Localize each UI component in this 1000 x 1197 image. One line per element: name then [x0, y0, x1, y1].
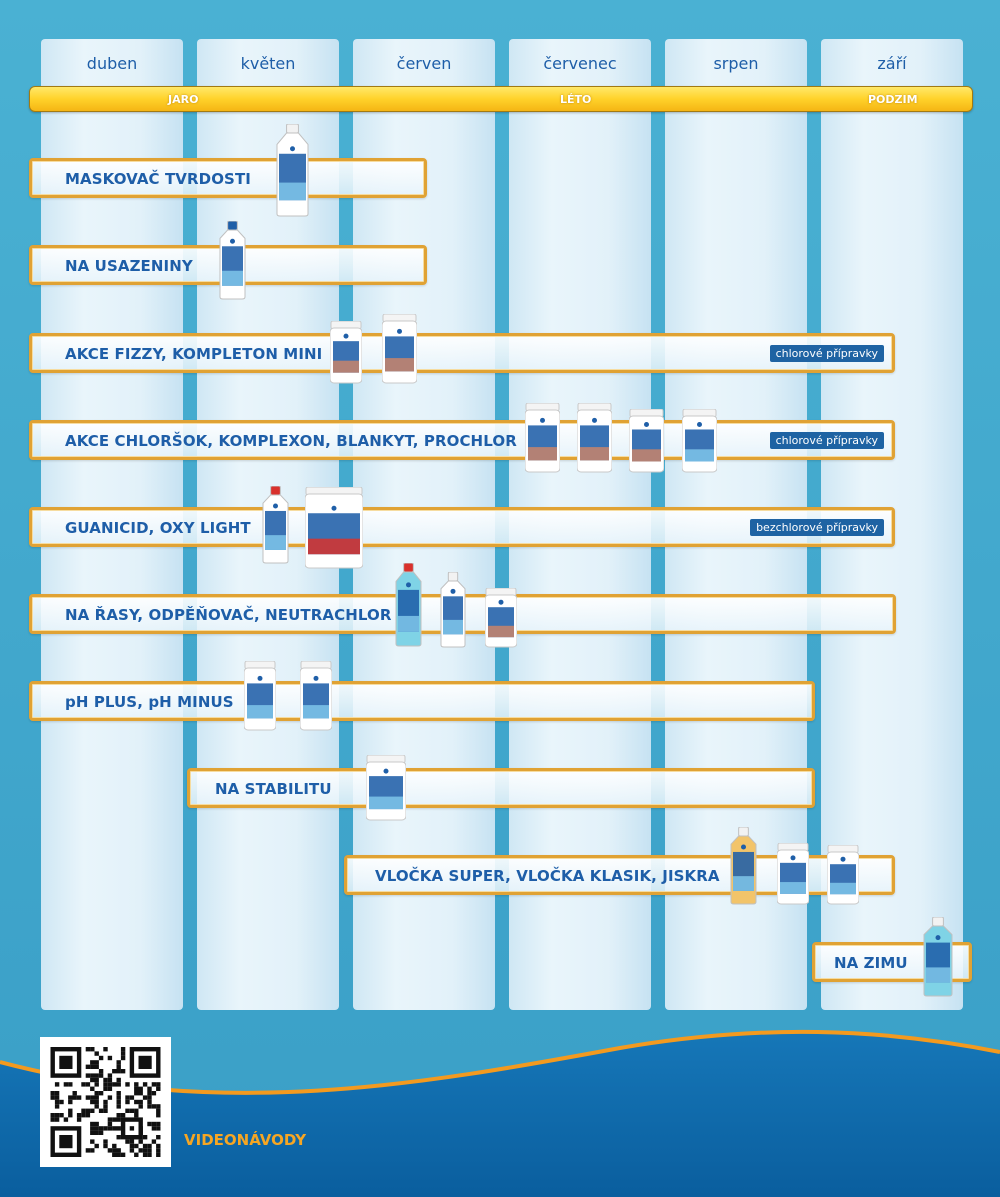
ph-minus-tub: [300, 661, 332, 731]
maskovac-bottle: [276, 124, 309, 217]
kompleton-tub: [382, 314, 417, 384]
treatment-row-fizzy: AKCE FIZZY, KOMPLETON MINI chlorové příp…: [29, 333, 895, 373]
na-rasy-bottle: [395, 563, 422, 647]
qr-code-image: [50, 1047, 161, 1157]
season-bar: JARO LÉTO PODZIM: [29, 86, 973, 112]
month-label: duben: [86, 54, 138, 73]
month-label: červenec: [543, 54, 617, 73]
fizzy-tub: [330, 321, 362, 384]
treatment-label: GUANICID, OXY LIGHT: [65, 519, 251, 537]
vlocka-super-bottle: [730, 827, 757, 905]
month-label: červen: [396, 54, 452, 73]
treatment-label: NA ZIMU: [834, 954, 908, 972]
videonavody-link[interactable]: VIDEONÁVODY: [184, 1131, 307, 1149]
guanicid-bottle: [262, 486, 289, 564]
jiskra-tub: [827, 845, 859, 905]
treatment-row-flocculant: VLOČKA SUPER, VLOČKA KLASIK, JISKRA: [344, 855, 895, 895]
treatment-row-stability: NA STABILITU: [187, 768, 815, 808]
usazeniny-bottle: [219, 221, 246, 300]
month-label: srpen: [713, 54, 759, 73]
blankyt-tub: [629, 409, 664, 473]
qr-code[interactable]: [40, 1037, 171, 1167]
odpenovac-bottle: [440, 572, 466, 648]
chlorine-free-badge: bezchlorové přípravky: [750, 519, 884, 536]
treatment-label: pH PLUS, pH MINUS: [65, 693, 234, 711]
season-label-summer: LÉTO: [560, 93, 592, 106]
treatment-label: NA USAZENINY: [65, 257, 193, 275]
oxy-light-canister: [305, 487, 363, 569]
komplexon-tub: [577, 403, 612, 473]
treatment-label: VLOČKA SUPER, VLOČKA KLASIK, JISKRA: [375, 867, 720, 885]
vlocka-klasik-tub: [777, 843, 809, 905]
treatment-label: MASKOVAČ TVRDOSTI: [65, 170, 251, 188]
treatment-label: AKCE CHLORŠOK, KOMPLEXON, BLANKYT, PROCH…: [65, 432, 517, 450]
treatment-label: AKCE FIZZY, KOMPLETON MINI: [65, 345, 323, 363]
month-label: květen: [240, 54, 296, 73]
treatment-row-chlorsok: AKCE CHLORŠOK, KOMPLEXON, BLANKYT, PROCH…: [29, 420, 895, 460]
treatment-label: NA STABILITU: [215, 780, 332, 798]
season-label-spring: JARO: [168, 93, 199, 106]
ph-plus-tub: [244, 661, 276, 731]
month-label: září: [877, 54, 907, 73]
season-label-autumn: PODZIM: [868, 93, 918, 106]
stabilita-tub: [366, 755, 406, 821]
treatment-row-ph: pH PLUS, pH MINUS: [29, 681, 815, 721]
treatment-row-guanicid: GUANICID, OXY LIGHT bezchlorové přípravk…: [29, 507, 895, 547]
treatment-label: NA ŘASY, ODPĚŇOVAČ, NEUTRACHLOR: [65, 606, 392, 624]
chlorine-badge: chlorové přípravky: [769, 345, 884, 362]
chlorsok-tub: [525, 403, 560, 473]
treatment-row-hardness: MASKOVAČ TVRDOSTI: [29, 158, 427, 198]
na-zimu-bottle: [923, 917, 953, 997]
chlorine-badge: chlorové přípravky: [769, 432, 884, 449]
neutrachlor-tub: [485, 588, 517, 648]
prochlor-tub: [682, 409, 717, 473]
